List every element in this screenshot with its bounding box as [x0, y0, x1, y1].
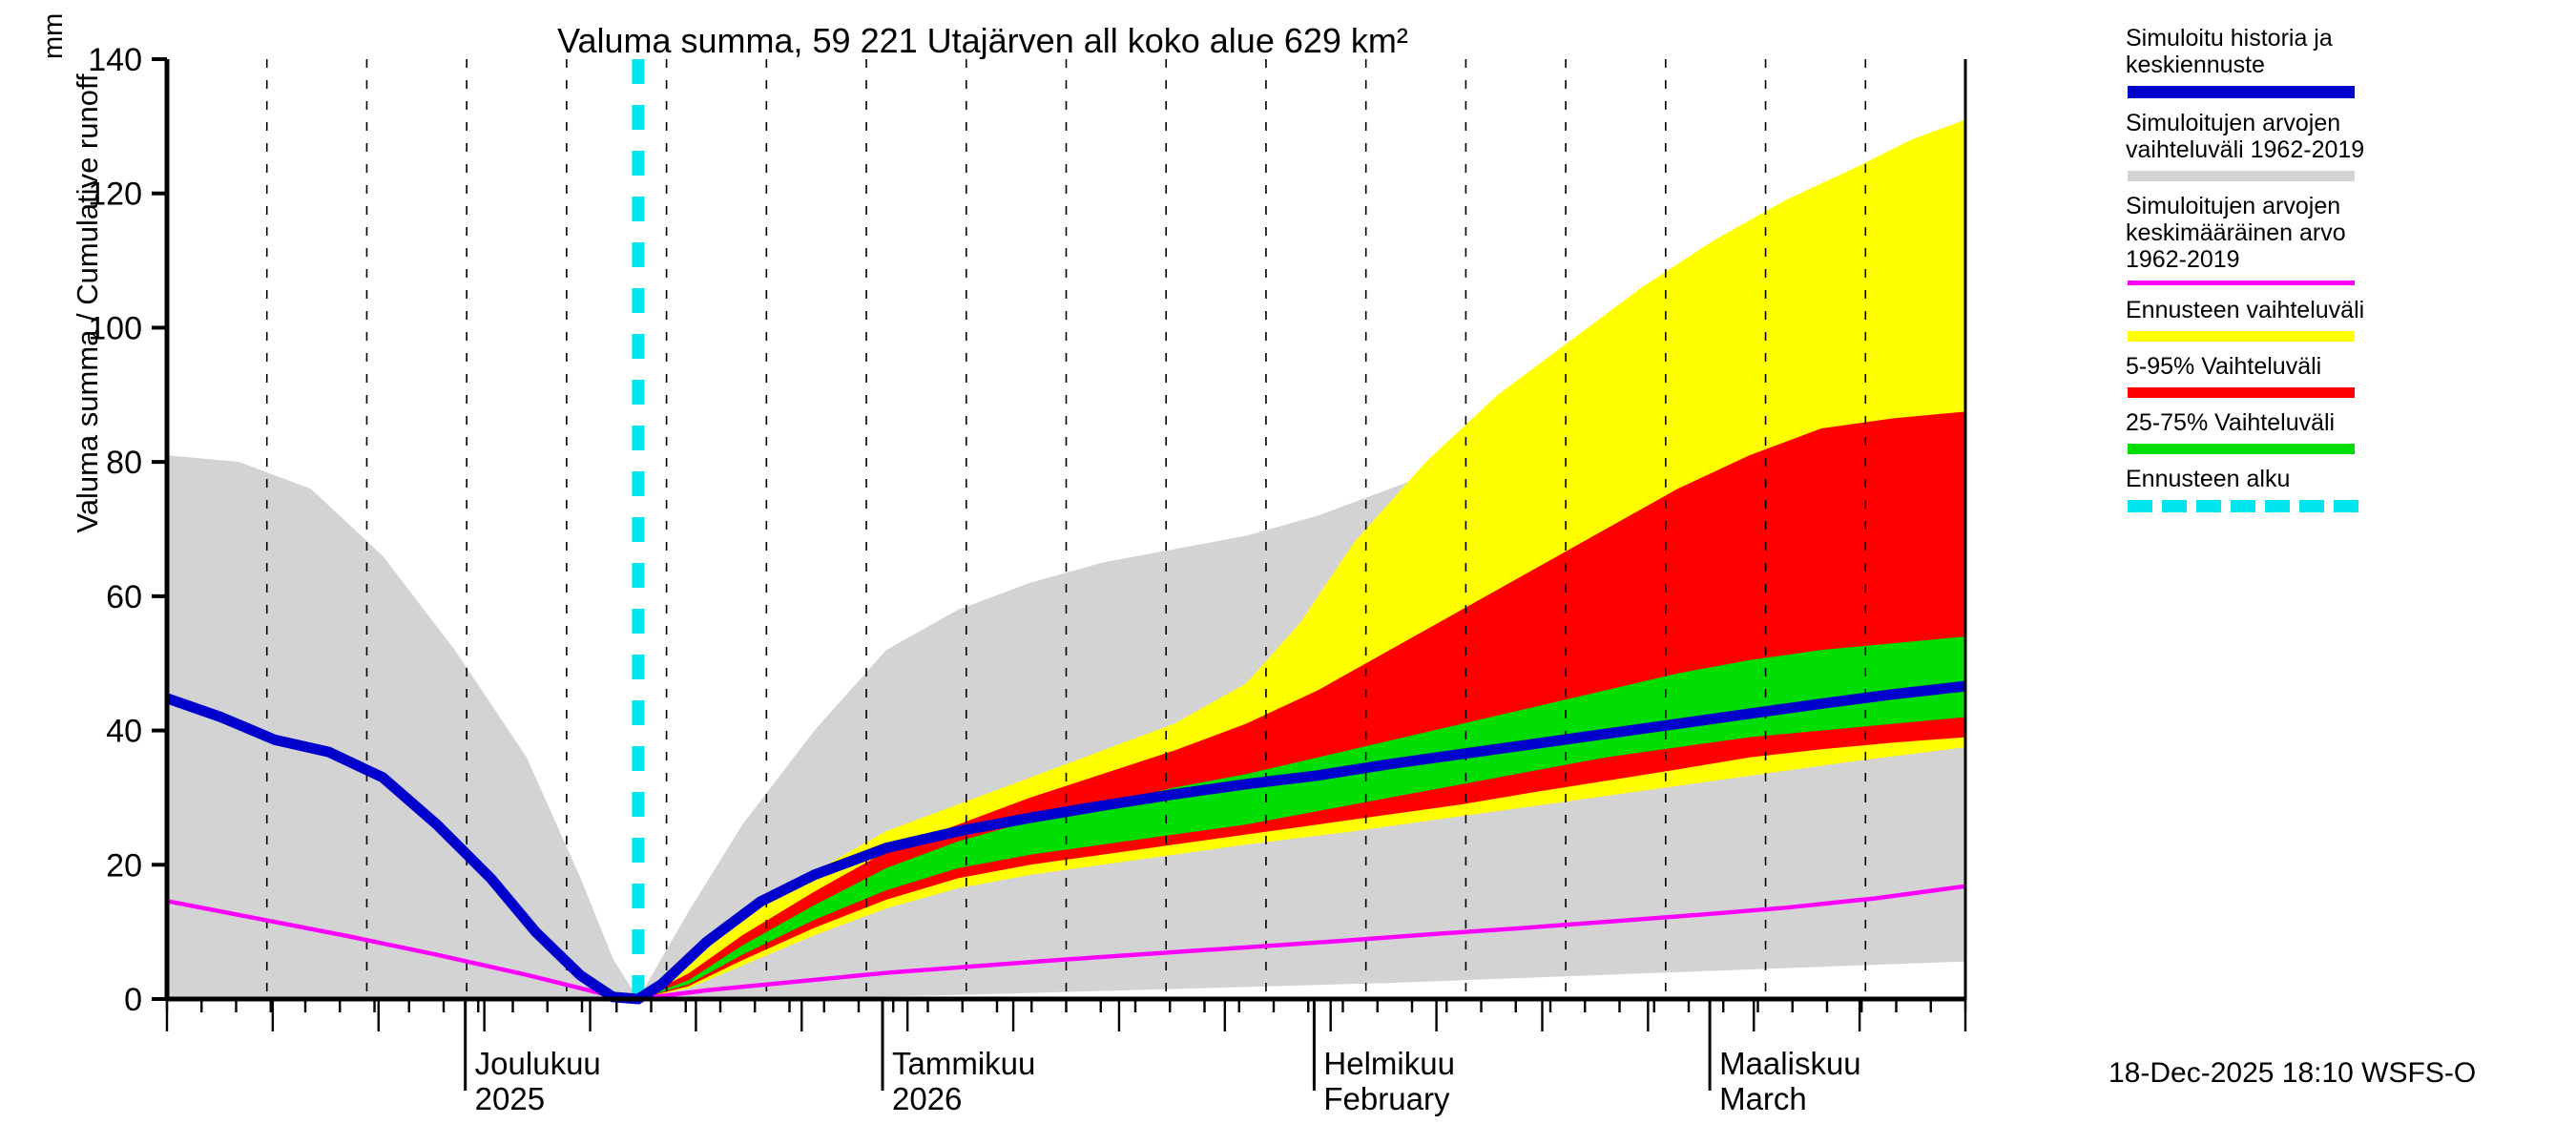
legend-item: Simuloitujen arvojen keskimääräinen arvo…: [2126, 193, 2574, 285]
legend-item: 25-75% Vaihteluväli: [2126, 409, 2574, 454]
x-tick-label: Tammikuu 2026: [892, 1046, 1036, 1116]
y-axis-ticks: 0 20 40 60 80 100 120 140: [88, 42, 167, 1018]
y-tick-label: 80: [106, 445, 142, 481]
y-tick-label: 60: [106, 579, 142, 615]
legend-swatch-band-grey: [2128, 171, 2355, 181]
legend-label: Ennusteen vaihteluväli: [2126, 297, 2365, 323]
y-tick-label: 120: [88, 177, 142, 213]
x-tick-label: Joulukuu 2025: [474, 1046, 601, 1116]
x-tick-label: Helmikuu February: [1323, 1046, 1455, 1116]
chart-legend: Simuloitu historia ja keskiennuste Simulo…: [2126, 25, 2574, 524]
legend-label: 25-75% Vaihteluväli: [2126, 409, 2336, 436]
grid-lines: [167, 59, 1965, 1000]
x-tick-label: Maaliskuu March: [1719, 1046, 1861, 1116]
legend-label: Simuloitujen arvojen vaihteluväli 1962-2…: [2126, 110, 2365, 163]
band-ennusteen-vaihteluv-li: [637, 119, 1965, 999]
legend-item: Simuloitujen arvojen vaihteluväli 1962-2…: [2126, 110, 2574, 181]
legend-swatch-band-yellow: [2128, 331, 2355, 342]
page-title: Valuma summa, 59 221 Utajärven all koko …: [557, 21, 1408, 60]
legend-item: Ennusteen vaihteluväli: [2126, 297, 2574, 342]
legend-label: Ennusteen alku: [2126, 466, 2291, 492]
legend-swatch-line-blue: [2128, 86, 2355, 98]
y-tick-label: 100: [88, 310, 142, 346]
legend-swatch-band-red: [2128, 387, 2355, 398]
y-tick-label: 0: [124, 982, 142, 1018]
legend-item: Ennusteen alku: [2126, 466, 2574, 512]
y-tick-label: 40: [106, 714, 142, 750]
mean-value-line: [166, 884, 1966, 1002]
legend-item: 5-95% Vaihteluväli: [2126, 353, 2574, 398]
timestamp-footer: 18-Dec-2025 18:10 WSFS-O: [2109, 1057, 2477, 1089]
legend-swatch-band-green: [2128, 444, 2355, 454]
y-tick-label: 140: [88, 42, 142, 78]
y-tick-label: 20: [106, 847, 142, 884]
legend-item: Simuloitu historia ja keskiennuste: [2126, 25, 2574, 98]
simulated-history-line: [165, 680, 1966, 1005]
legend-label: 5-95% Vaihteluväli: [2126, 353, 2322, 380]
legend-swatch-line-magenta: [2128, 281, 2355, 285]
legend-label: Simuloitu historia ja keskiennuste: [2126, 25, 2333, 78]
legend-swatch-dashed-cyan: [2128, 500, 2358, 512]
x-axis-ticks: [165, 999, 1967, 1091]
legend-label: Simuloitujen arvojen keskimääräinen arvo…: [2126, 193, 2346, 273]
